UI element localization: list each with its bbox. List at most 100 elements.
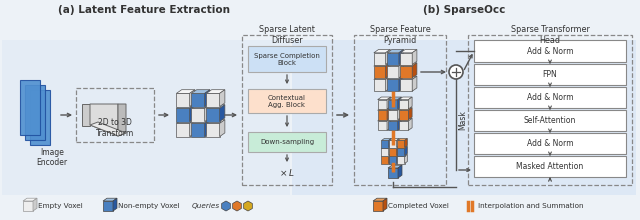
Bar [82, 104, 90, 126]
Polygon shape [378, 100, 387, 109]
Polygon shape [399, 110, 408, 120]
Polygon shape [388, 147, 391, 156]
Bar [474, 64, 626, 85]
Polygon shape [191, 108, 205, 122]
Polygon shape [118, 104, 126, 136]
Polygon shape [390, 147, 399, 148]
Polygon shape [113, 198, 117, 211]
Bar [474, 110, 626, 131]
Polygon shape [103, 201, 113, 211]
Polygon shape [401, 79, 412, 91]
Polygon shape [390, 139, 399, 141]
Polygon shape [387, 66, 399, 78]
Text: Mask: Mask [458, 110, 467, 130]
Polygon shape [388, 165, 402, 168]
Polygon shape [387, 53, 399, 64]
Text: Image
Encoder: Image Encoder [36, 148, 68, 167]
Polygon shape [177, 123, 189, 137]
Text: Contextual
Agg. Block: Contextual Agg. Block [268, 95, 306, 108]
Polygon shape [388, 168, 398, 178]
Polygon shape [23, 198, 37, 201]
Polygon shape [205, 90, 210, 107]
Polygon shape [388, 139, 391, 148]
Polygon shape [399, 63, 404, 78]
Bar [76, 88, 154, 142]
Polygon shape [374, 79, 385, 91]
Polygon shape [397, 154, 407, 156]
Polygon shape [177, 108, 189, 122]
Polygon shape [206, 94, 220, 107]
Polygon shape [390, 141, 397, 148]
Text: Down-sampling: Down-sampling [260, 139, 314, 145]
Polygon shape [191, 90, 210, 94]
Polygon shape [23, 201, 33, 211]
Polygon shape [388, 100, 397, 109]
Polygon shape [383, 198, 387, 211]
Polygon shape [408, 97, 412, 109]
Polygon shape [206, 105, 225, 108]
Polygon shape [244, 201, 252, 211]
Polygon shape [220, 90, 225, 107]
Polygon shape [388, 110, 397, 120]
Polygon shape [397, 147, 407, 148]
Polygon shape [191, 123, 205, 137]
Bar [474, 87, 626, 108]
Text: Queries: Queries [192, 203, 220, 209]
Polygon shape [397, 97, 401, 109]
Polygon shape [205, 105, 210, 122]
Polygon shape [399, 108, 412, 110]
Text: Non-empty Voxel: Non-empty Voxel [118, 203, 180, 209]
Polygon shape [177, 90, 195, 94]
Polygon shape [388, 154, 391, 163]
Polygon shape [387, 108, 391, 120]
Polygon shape [387, 76, 404, 79]
Text: Sparse Transformer
Head: Sparse Transformer Head [511, 25, 589, 45]
Polygon shape [189, 105, 195, 122]
Text: Completed Voxel: Completed Voxel [388, 203, 449, 209]
Polygon shape [397, 148, 404, 156]
Polygon shape [399, 50, 404, 64]
Bar [248, 46, 326, 72]
Polygon shape [221, 201, 230, 211]
Polygon shape [381, 141, 388, 148]
Polygon shape [401, 76, 417, 79]
Polygon shape [378, 110, 387, 120]
Polygon shape [177, 120, 195, 123]
Polygon shape [374, 76, 390, 79]
Text: Interpolation and Summation: Interpolation and Summation [478, 203, 584, 209]
Polygon shape [378, 118, 391, 121]
Polygon shape [206, 90, 225, 94]
Polygon shape [385, 63, 390, 78]
Polygon shape [387, 50, 404, 53]
Text: Add & Norm: Add & Norm [527, 93, 573, 102]
Polygon shape [397, 139, 399, 148]
Polygon shape [381, 147, 391, 148]
Bar [242, 35, 332, 185]
Polygon shape [397, 108, 401, 120]
Bar [248, 132, 326, 152]
Bar [25, 85, 45, 140]
Text: $\times\,L$: $\times\,L$ [279, 167, 295, 178]
Polygon shape [191, 120, 210, 123]
Polygon shape [399, 76, 404, 91]
Polygon shape [398, 165, 402, 178]
Polygon shape [189, 120, 195, 137]
Bar [2, 40, 290, 195]
Polygon shape [385, 76, 390, 91]
Polygon shape [90, 122, 126, 136]
Polygon shape [385, 50, 390, 64]
Bar [474, 133, 626, 154]
Polygon shape [381, 139, 391, 141]
Polygon shape [390, 156, 397, 163]
Bar [474, 156, 626, 177]
Text: Add & Norm: Add & Norm [527, 139, 573, 148]
Polygon shape [399, 121, 408, 130]
Polygon shape [390, 154, 399, 156]
Polygon shape [408, 118, 412, 130]
Polygon shape [378, 108, 391, 110]
Bar [20, 80, 40, 135]
Polygon shape [401, 53, 412, 64]
Polygon shape [177, 94, 189, 107]
Polygon shape [373, 201, 383, 211]
Bar [30, 90, 50, 145]
